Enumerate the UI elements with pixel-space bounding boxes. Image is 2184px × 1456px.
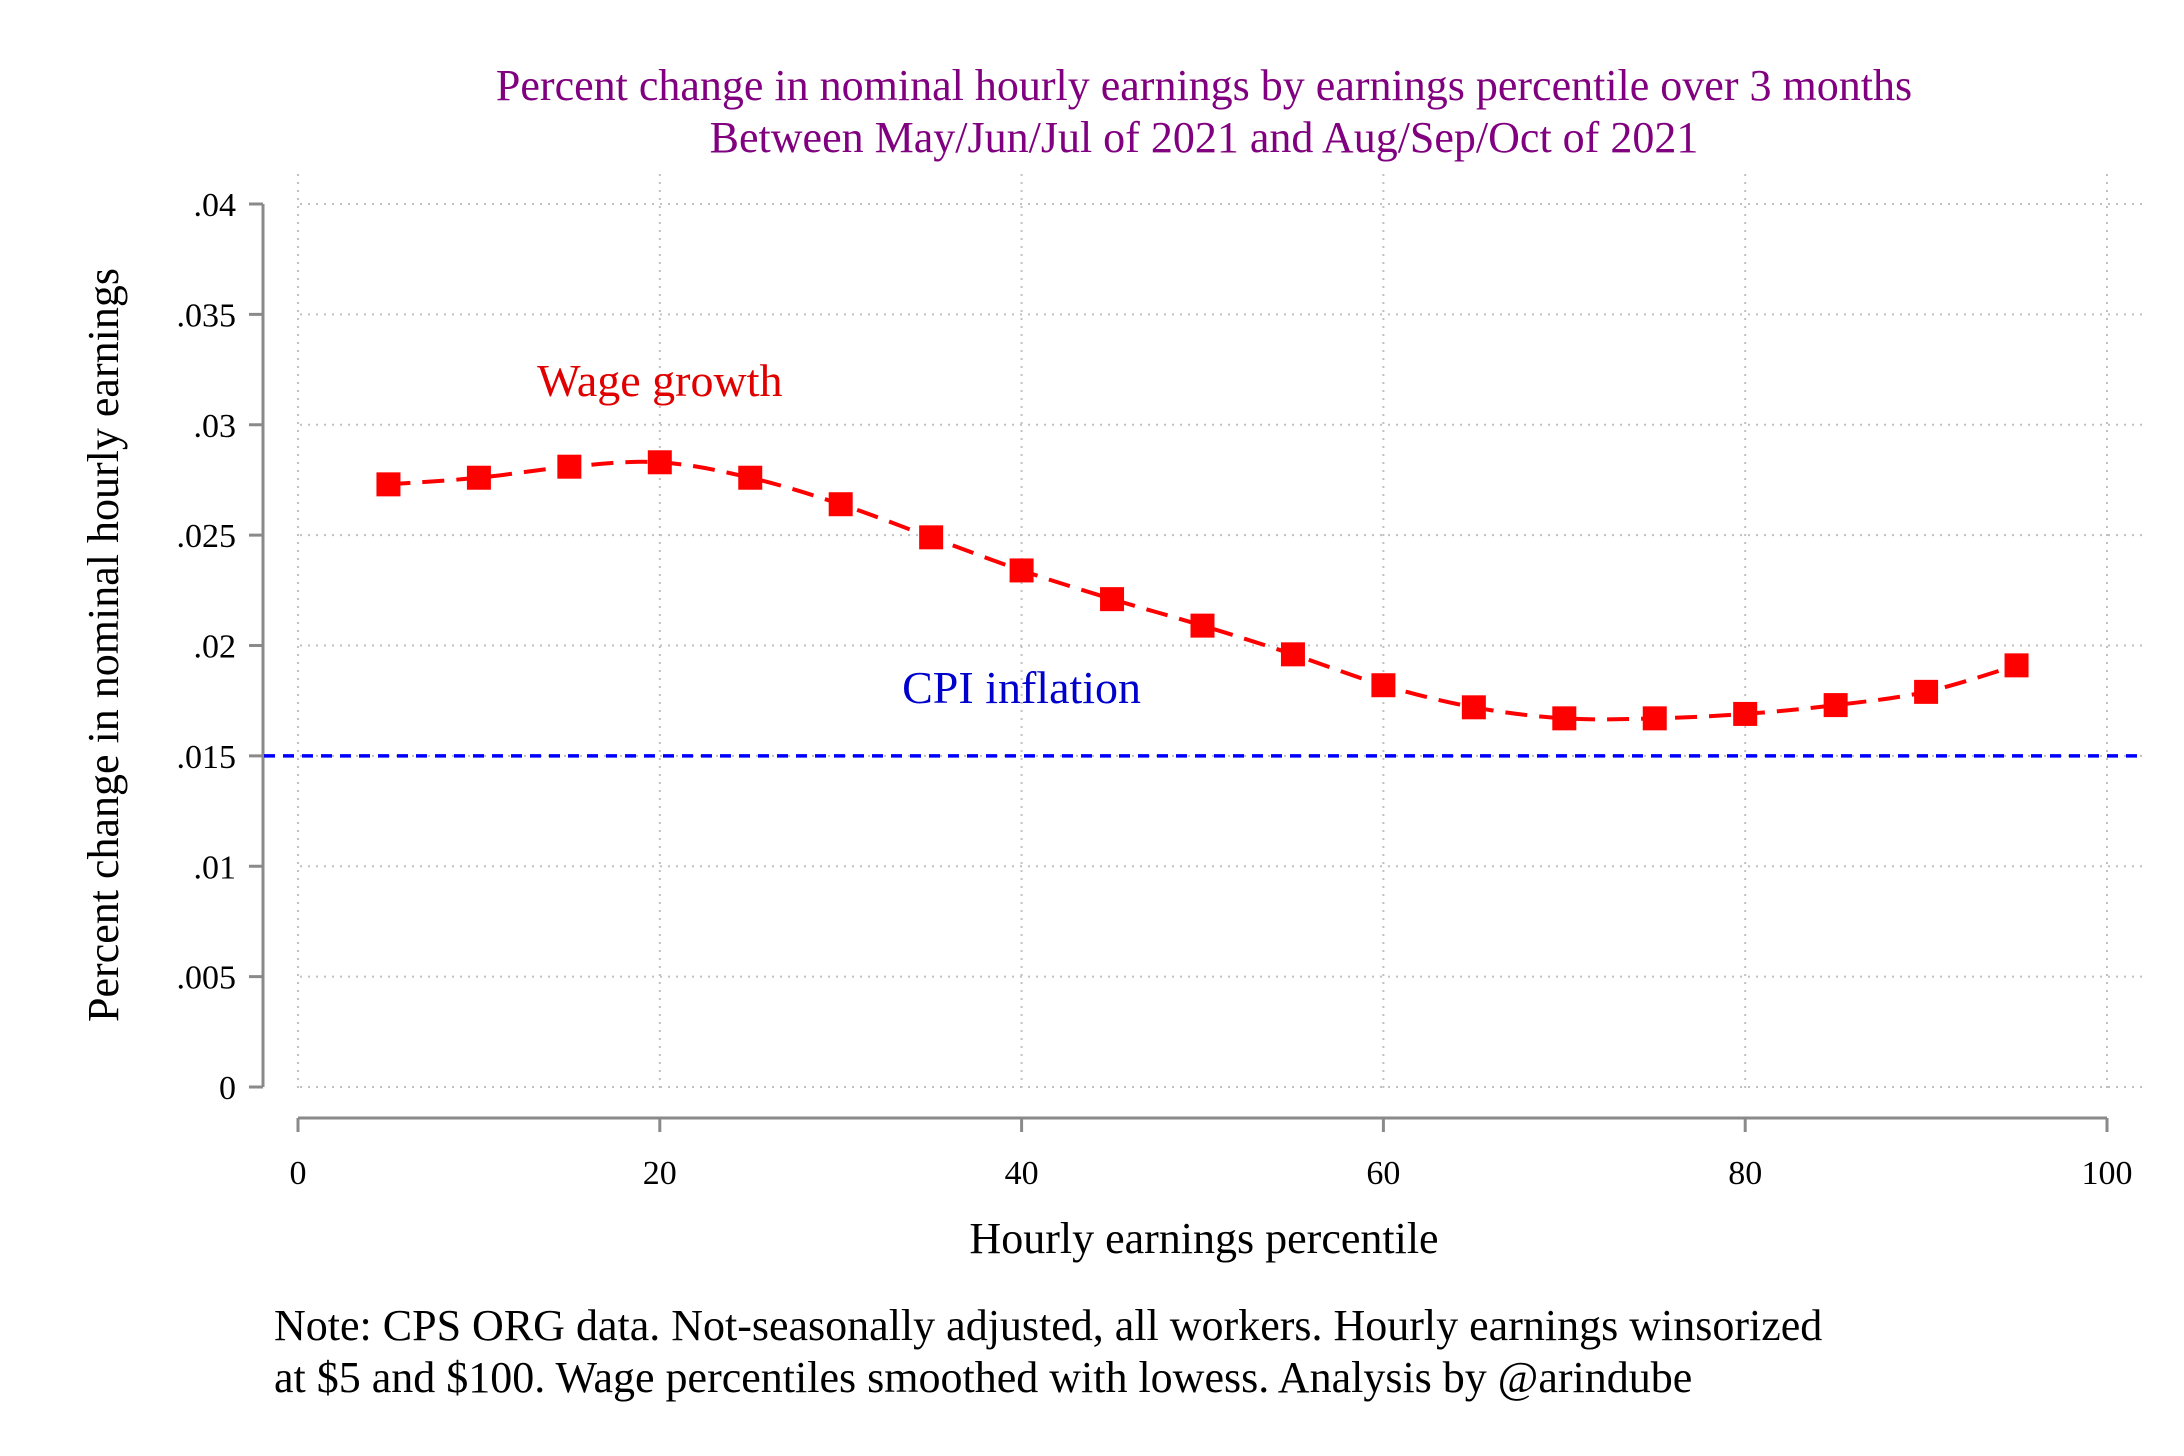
y-tick-label: .01 [194, 849, 237, 886]
x-tick-label: 60 [1366, 1155, 1400, 1192]
wage-growth-marker [1100, 587, 1125, 612]
wage-growth-marker [919, 525, 944, 550]
wage-growth-label: Wage growth [537, 355, 782, 406]
chart-title: Percent change in nominal hourly earning… [496, 61, 1912, 110]
y-axis-ticks: 0 .005 .01 .015 .02 .025 .03 .035 .04 [177, 187, 263, 1107]
wage-growth-marker [1280, 642, 1305, 667]
x-tick-label: 80 [1728, 1155, 1762, 1192]
wage-growth-marker [1009, 558, 1034, 583]
x-tick-label: 100 [2082, 1155, 2133, 1192]
cpi-inflation-label: CPI inflation [902, 662, 1141, 713]
wage-growth-marker [376, 472, 401, 497]
wage-growth-line [388, 459, 2018, 722]
wage-growth-marker [1642, 706, 1667, 731]
wage-growth-marker [1552, 706, 1577, 731]
wage-growth-marker [1823, 693, 1848, 718]
y-tick-label: .04 [194, 187, 237, 224]
x-tick-label: 40 [1005, 1155, 1039, 1192]
wage-growth-marker [1914, 679, 1939, 704]
x-axis-title: Hourly earnings percentile [969, 1214, 1438, 1263]
y-tick-label: .005 [177, 960, 237, 997]
wage-growth-marker [828, 492, 853, 517]
wage-growth-marker [557, 454, 582, 479]
wage-growth-marker [738, 465, 763, 490]
x-axis-ticks: 0 20 40 60 80 100 [290, 1118, 2133, 1192]
chart-subtitle: Between May/Jun/Jul of 2021 and Aug/Sep/… [710, 113, 1699, 162]
annotations: Wage growth CPI inflation [537, 355, 1141, 713]
note-line-1: Note: CPS ORG data. Not-seasonally adjus… [274, 1301, 1822, 1350]
note-line-2: at $5 and $100. Wage percentiles smoothe… [274, 1353, 1692, 1402]
wage-growth-marker [1190, 613, 1215, 638]
axes [261, 204, 2107, 1120]
y-axis-title: Percent change in nominal hourly earning… [79, 268, 128, 1022]
wage-growth-series [376, 450, 2029, 731]
y-tick-label: .025 [177, 518, 237, 555]
wage-growth-marker [466, 465, 491, 490]
wage-growth-marker [1461, 695, 1486, 720]
y-tick-label: .02 [194, 629, 237, 666]
wage-growth-marker [647, 450, 672, 475]
y-tick-label: 0 [219, 1070, 236, 1107]
y-tick-label: .015 [177, 739, 237, 776]
x-tick-label: 20 [643, 1155, 677, 1192]
x-tick-label: 0 [290, 1155, 307, 1192]
wage-growth-marker [1733, 701, 1758, 726]
y-tick-label: .035 [177, 297, 237, 334]
wage-growth-marker [2004, 653, 2029, 678]
y-tick-label: .03 [194, 408, 237, 445]
grid [297, 174, 2145, 1090]
wage-growth-marker [1371, 673, 1396, 698]
